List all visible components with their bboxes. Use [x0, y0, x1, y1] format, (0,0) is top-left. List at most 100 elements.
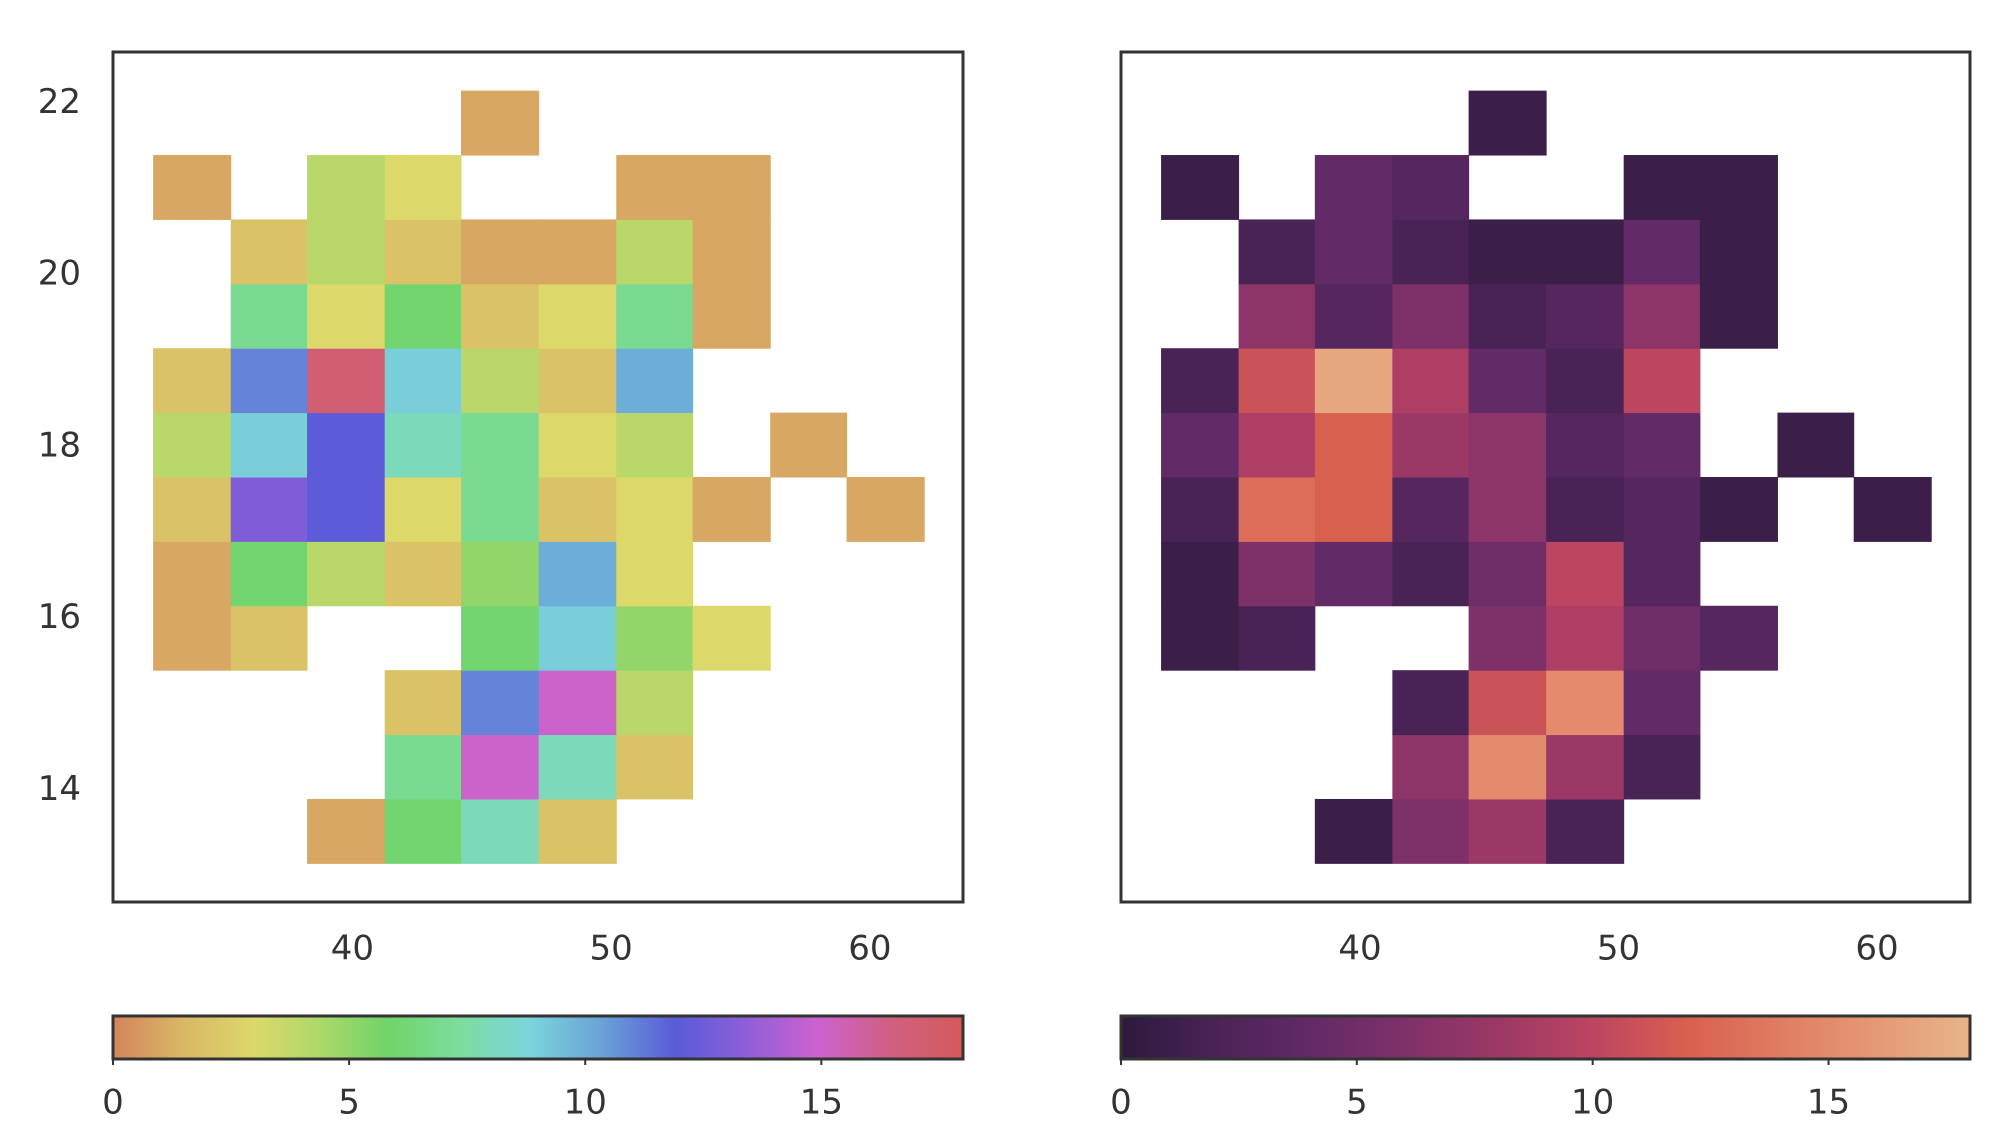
hist-cell: [1853, 477, 1932, 542]
hist-cell: [1546, 734, 1625, 800]
hist-cell: [1314, 798, 1393, 864]
x-tick-label: 60: [848, 929, 891, 969]
hist-cell: [153, 348, 232, 414]
hist-cell: [461, 734, 540, 800]
hist-cell: [307, 412, 386, 478]
hist-cell: [384, 219, 462, 285]
hist-cell: [1623, 734, 1701, 800]
hist-cell: [1546, 219, 1625, 285]
x-tick-label: 60: [1855, 929, 1898, 969]
hist-cell: [461, 412, 540, 478]
hist-cell: [461, 90, 540, 156]
hist-cell: [1546, 798, 1625, 864]
hist-cell: [1468, 670, 1547, 736]
hist-cell: [384, 477, 462, 542]
hist-cell: [846, 477, 925, 542]
hist-cell: [1468, 90, 1547, 156]
hist-cell: [538, 541, 617, 607]
x-tick-label: 50: [1597, 929, 1640, 969]
x-tick-label: 40: [1338, 929, 1381, 969]
hist-cell: [1546, 283, 1625, 349]
hist-cell: [384, 412, 462, 478]
hist-cell: [230, 348, 308, 414]
hist-cell: [616, 412, 694, 478]
hist-cell: [1623, 219, 1701, 285]
hist-cell: [538, 734, 617, 800]
hist-cell: [1314, 412, 1393, 478]
hist-cell: [616, 348, 694, 414]
hist-cell: [616, 283, 694, 349]
hist-cell: [1623, 412, 1701, 478]
hist-cell: [538, 798, 617, 864]
hist-cell: [1314, 477, 1393, 542]
hist-cell: [230, 477, 308, 542]
hist-cell: [1314, 348, 1393, 414]
hist-cell: [1238, 541, 1316, 607]
hist-cell: [1314, 219, 1393, 285]
hist-cell: [1161, 477, 1240, 542]
hist-cell: [538, 219, 617, 285]
hist-cell: [230, 283, 308, 349]
hist-cell: [1546, 477, 1625, 542]
hist-cell: [1546, 412, 1625, 478]
hist-cell: [307, 477, 386, 542]
hist-cell: [1623, 155, 1701, 220]
x-tick-label: 50: [589, 929, 632, 969]
hist-cell: [1238, 348, 1316, 414]
y-tick-label: 18: [38, 425, 81, 465]
hist-cell: [692, 155, 771, 220]
hist-cell: [538, 670, 617, 736]
hist-cell: [461, 605, 540, 671]
hist-cell: [1546, 670, 1625, 736]
hist-cell: [616, 541, 694, 607]
hist-cell: [1392, 541, 1470, 607]
hist-cell: [1468, 283, 1547, 349]
hist-cell: [616, 477, 694, 542]
hist-cell: [1161, 155, 1240, 220]
hist-cell: [153, 605, 232, 671]
hist-cell: [384, 670, 462, 736]
hist-cell: [1777, 412, 1855, 478]
hist-cell: [1623, 670, 1701, 736]
hist-cell: [461, 670, 540, 736]
hist-cell: [538, 477, 617, 542]
hist-cell: [692, 283, 771, 349]
x-tick-label: 40: [331, 929, 374, 969]
hist-cell: [1546, 348, 1625, 414]
hist-cell: [616, 734, 694, 800]
hist-cell: [1314, 283, 1393, 349]
axes-frame: [1119, 50, 1972, 904]
hist-cell: [461, 348, 540, 414]
hist-cell: [1468, 605, 1547, 671]
hist-cell: [616, 155, 694, 220]
hist-cell: [1623, 605, 1701, 671]
hist-cell: [384, 798, 462, 864]
hist-cell: [230, 605, 308, 671]
hist-cell: [230, 412, 308, 478]
hist-cell: [616, 219, 694, 285]
hist-cell: [461, 477, 540, 542]
hist-cell: [1392, 670, 1470, 736]
hist-cell: [538, 348, 617, 414]
y-tick-label: 16: [38, 597, 81, 637]
hist-cell: [1468, 219, 1547, 285]
hist-cell: [384, 734, 462, 800]
hist-cell: [1392, 734, 1470, 800]
hist-cell: [1468, 541, 1547, 607]
hist-cell: [692, 605, 771, 671]
hist-cell: [461, 798, 540, 864]
hist-cell: [692, 219, 771, 285]
colorbar-tick-label: 15: [800, 1083, 843, 1123]
colorbar-tick-label: 15: [1807, 1083, 1850, 1123]
hist-cell: [692, 477, 771, 542]
hist-cell: [384, 283, 462, 349]
hist-cell: [1623, 283, 1701, 349]
colorbar-tick-label: 5: [1346, 1083, 1368, 1123]
hist-cell: [230, 219, 308, 285]
hist-cell: [461, 283, 540, 349]
hist-cell: [1699, 219, 1778, 285]
hist-cell: [1623, 348, 1701, 414]
hist-cell: [1392, 412, 1470, 478]
hist-cell: [1392, 219, 1470, 285]
